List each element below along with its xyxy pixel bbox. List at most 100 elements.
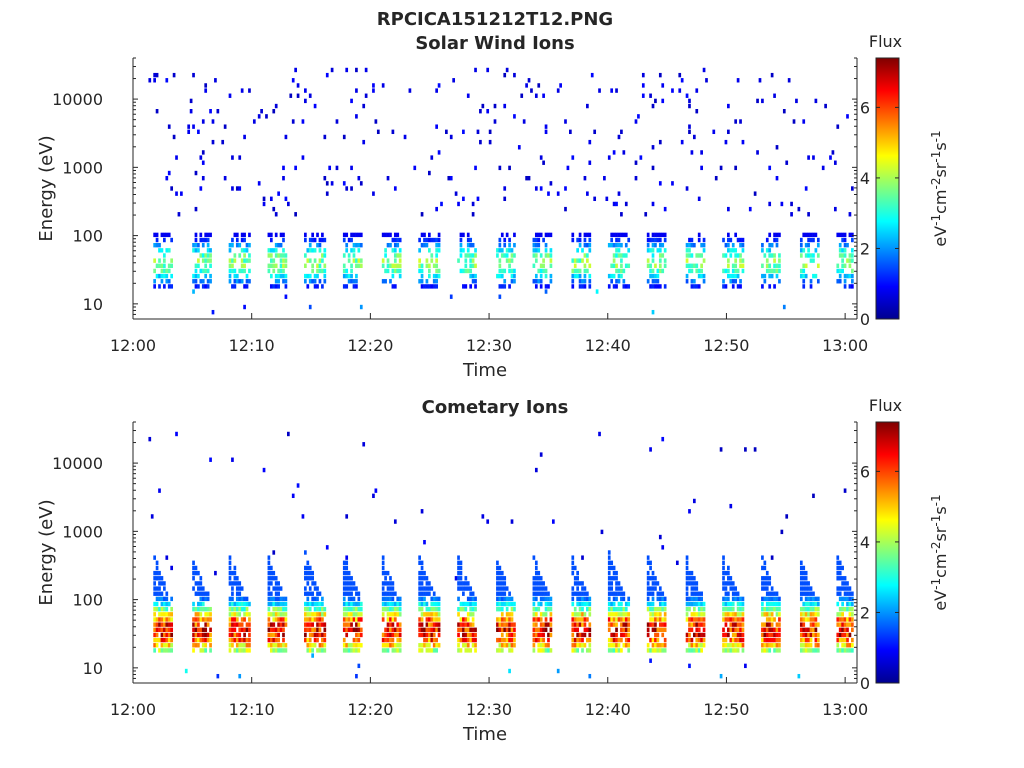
heatmap-cell — [396, 637, 400, 643]
heatmap-cell — [428, 637, 431, 643]
heatmap-cell — [768, 248, 772, 253]
heatmap-cell — [498, 268, 502, 274]
heatmap-cell — [432, 284, 436, 289]
heatmap-cell — [841, 237, 844, 243]
heatmap-cell — [578, 581, 582, 586]
heatmap-cell — [695, 617, 699, 622]
heatmap-cell — [347, 627, 351, 632]
heatmap-cell — [513, 253, 516, 258]
heatmap-cell — [678, 88, 682, 93]
heatmap-cell — [807, 601, 810, 607]
heatmap-cell — [500, 606, 504, 612]
heatmap-cell — [741, 606, 745, 612]
heatmap-cell — [279, 268, 283, 274]
heatmap-cell — [663, 648, 667, 653]
heatmap-cell — [690, 279, 694, 284]
heatmap-cell — [702, 606, 706, 612]
colorbar-tick-label: 0 — [860, 310, 870, 329]
heatmap-cell — [372, 83, 375, 88]
heatmap-cell — [165, 622, 169, 627]
heatmap-cell — [532, 601, 536, 607]
heatmap-cell — [316, 617, 319, 622]
heatmap-cell — [381, 83, 385, 88]
heatmap-cell — [510, 258, 514, 263]
heatmap-cell — [809, 606, 813, 612]
heatmap-cell — [153, 555, 156, 560]
heatmap-cell — [658, 248, 662, 253]
heatmap-cell — [469, 268, 473, 274]
heatmap-cell — [437, 632, 441, 638]
heatmap-cell — [279, 258, 283, 263]
heatmap-cell — [841, 601, 844, 607]
heatmap-cell — [753, 447, 757, 452]
heatmap-cell — [362, 139, 366, 145]
heatmap-cell — [534, 93, 538, 98]
heatmap-cell — [153, 627, 156, 632]
heatmap-cell — [739, 237, 742, 243]
heatmap-cell — [537, 632, 541, 638]
heatmap-cell — [807, 253, 810, 258]
heatmap-cell — [282, 632, 285, 638]
heatmap-cell — [836, 124, 840, 129]
heatmap-cell — [734, 165, 738, 171]
heatmap-cell — [420, 263, 424, 268]
heatmap-cell — [359, 304, 363, 310]
heatmap-cell — [391, 606, 395, 612]
heatmap-cell — [532, 263, 536, 268]
heatmap-cell — [537, 617, 541, 622]
heatmap-cell — [841, 606, 844, 612]
heatmap-cell — [167, 612, 171, 617]
heatmap-cell — [282, 612, 285, 617]
heatmap-cell — [544, 273, 548, 279]
heatmap-cell — [199, 606, 203, 612]
heatmap-cell — [532, 576, 536, 581]
heatmap-cell — [313, 586, 317, 591]
heatmap-cell — [277, 612, 280, 617]
heatmap-cell — [843, 643, 847, 648]
heatmap-cell — [318, 632, 322, 638]
heatmap-cell — [248, 648, 251, 653]
heatmap-cell — [167, 643, 171, 648]
heatmap-cell — [155, 109, 159, 114]
heatmap-cell — [204, 284, 208, 289]
heatmap-cell — [848, 601, 852, 607]
heatmap-cell — [459, 242, 463, 248]
heatmap-cell — [610, 648, 614, 653]
heatmap-cell — [513, 606, 516, 612]
heatmap-cell — [277, 268, 280, 274]
heatmap-cell — [459, 570, 463, 576]
heatmap-cell — [486, 67, 490, 73]
heatmap-cell — [464, 617, 468, 622]
heatmap-cell — [809, 284, 813, 289]
heatmap-cell — [435, 258, 438, 263]
heatmap-cell — [269, 284, 273, 289]
heatmap-cell — [576, 601, 579, 607]
panel-title: Solar Wind Ions — [415, 33, 574, 54]
heatmap-cell — [155, 570, 159, 576]
heatmap-cell — [816, 596, 820, 602]
heatmap-cell — [508, 612, 511, 617]
heatmap-cell — [615, 612, 618, 617]
heatmap-cell — [658, 284, 662, 289]
heatmap-cell — [420, 273, 424, 279]
heatmap-cell — [357, 612, 361, 617]
heatmap-cell — [607, 637, 611, 643]
heatmap-cell — [651, 586, 655, 591]
heatmap-cell — [155, 560, 159, 566]
heatmap-cell — [231, 263, 234, 268]
heatmap-cell — [496, 648, 499, 653]
heatmap-cell — [685, 560, 689, 566]
heatmap-cell — [291, 119, 295, 124]
heatmap-cell — [571, 237, 575, 243]
heatmap-cell — [459, 648, 463, 653]
heatmap-cell — [459, 627, 463, 632]
heatmap-cell — [321, 606, 324, 612]
heatmap-cell — [744, 663, 747, 669]
heatmap-cell — [160, 627, 164, 632]
heatmap-cell — [352, 601, 356, 607]
heatmap-cell — [654, 284, 657, 289]
heatmap-cell — [389, 263, 392, 268]
heatmap-cell — [462, 196, 465, 202]
heatmap-cell — [357, 258, 361, 263]
heatmap-cell — [498, 622, 502, 627]
